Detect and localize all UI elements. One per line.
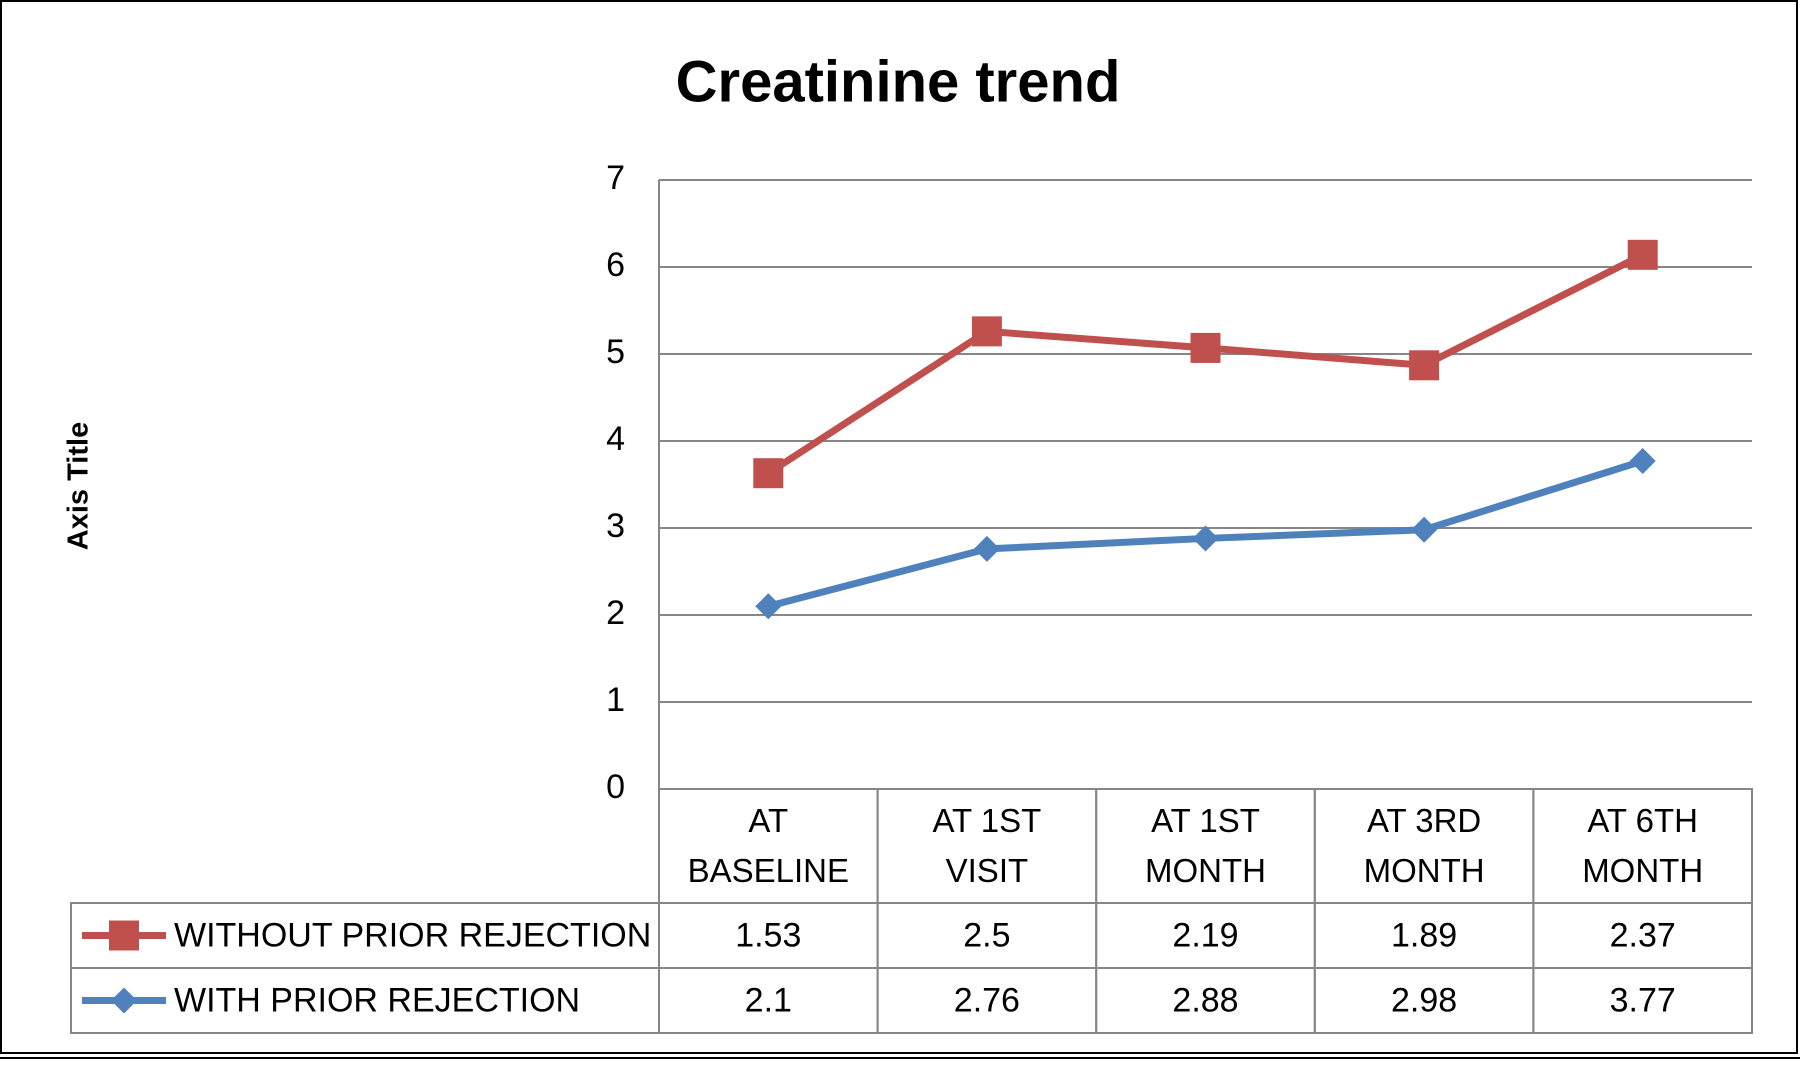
y-tick-label: 4 [606,420,625,458]
point [1409,350,1440,381]
y-tick-label: 2 [606,594,625,632]
x-tick-label-box: AT 6TH MONTH [1533,789,1752,903]
table-value: 2.76 [954,981,1020,1019]
table-value: 1.89 [1391,916,1457,954]
table-cell [1532,967,1754,1034]
point [973,535,1000,562]
x-tick-label-box: AT BASELINE [659,789,878,903]
point [1192,525,1219,552]
x-tick-label-wrap: AT 1ST VISIT [878,789,1097,903]
table-value: 2.88 [1172,981,1238,1019]
table-value: 2.1 [745,981,792,1019]
legend-label: WITH PRIOR REJECTION [174,981,580,1019]
chart-title: Creatinine trend [676,49,1121,114]
y-axis-title: Axis Title [63,422,95,550]
table-value: 2.5 [963,916,1010,954]
point [753,458,784,489]
x-tick-label-wrap: AT 3RD MONTH [1315,789,1534,903]
x-tick-label-box: AT 1ST VISIT [878,789,1097,903]
y-tick-label: 7 [606,159,625,197]
x-tick-label-box: AT 1ST MONTH [1096,789,1315,903]
point [1629,448,1656,475]
table-value: 1.53 [735,916,801,954]
point [1190,332,1221,363]
x-tick-label-wrap: AT 1ST MONTH [1096,789,1315,903]
table-value: 3.77 [1610,981,1676,1019]
legend-label: WITHOUT PRIOR REJECTION [174,916,651,954]
legend-marker [111,987,137,1014]
x-tick-label: AT BASELINE [687,802,849,889]
x-tick-label: AT 6TH MONTH [1582,802,1704,889]
point [755,593,782,620]
point [1627,239,1658,270]
y-tick-label: 6 [606,246,625,284]
x-tick-label-wrap: AT BASELINE [659,789,878,903]
x-tick-label: AT 3RD MONTH [1363,802,1485,889]
x-tick-label: AT 1ST MONTH [1144,802,1266,889]
table-value: 2.98 [1391,981,1457,1019]
legend-marker [109,920,139,951]
point [971,316,1002,347]
y-tick-label: 1 [606,681,625,719]
y-tick-label: 5 [606,333,625,371]
point [1411,516,1438,543]
x-tick-label: AT 1ST VISIT [932,802,1042,889]
y-tick-label: 3 [606,507,625,545]
y-tick-label: 0 [606,768,625,806]
x-tick-label-box: AT 3RD MONTH [1315,789,1534,903]
table-value: 2.19 [1172,916,1238,954]
table-value: 2.37 [1610,916,1676,954]
x-tick-label-wrap: AT 6TH MONTH [1533,789,1752,903]
